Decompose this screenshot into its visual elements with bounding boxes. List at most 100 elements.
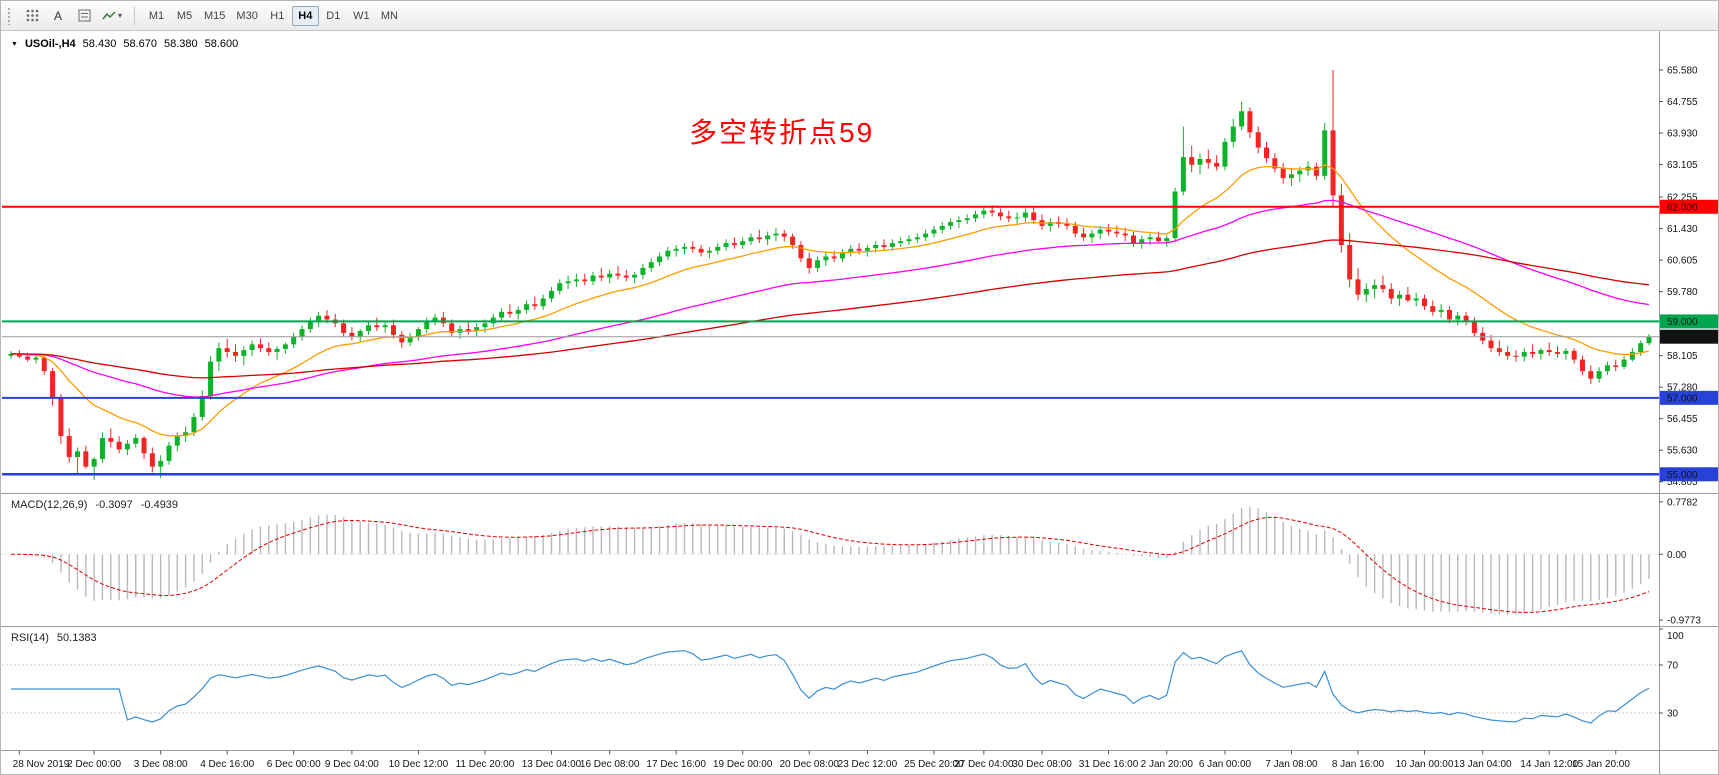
svg-text:54.805: 54.805 [1667,477,1698,488]
cursor-a-button[interactable]: A [46,5,70,27]
svg-text:70: 70 [1667,661,1679,672]
svg-text:10 Dec 12:00: 10 Dec 12:00 [389,759,449,770]
svg-text:57.280: 57.280 [1667,383,1698,394]
symbol-dropdown-icon[interactable]: ▼ [11,40,18,48]
svg-text:62.255: 62.255 [1667,193,1698,204]
price-scale[interactable]: 65.580 64.755 63.930 63.105 62.255 61.430 60.6… [1659,65,1701,720]
svg-text:62.000: 62.000 [1667,202,1698,213]
svg-text:55.000: 55.000 [1667,470,1698,481]
svg-text:58.600: 58.600 [1667,332,1698,343]
macd-label: MACD(12,26,9) -0.3097 -0.4939 [11,499,178,511]
symbol-ohlc-label: ▼ USOil-,H4 58.430 58.670 58.380 58.600 [11,38,238,50]
svg-text:58.105: 58.105 [1667,351,1698,362]
svg-text:60.605: 60.605 [1667,256,1698,267]
svg-text:13 Dec 04:00: 13 Dec 04:00 [522,759,582,770]
svg-text:4 Dec 16:00: 4 Dec 16:00 [200,759,254,770]
svg-text:27 Dec 04:00: 27 Dec 04:00 [954,759,1014,770]
letter-a-icon: A [53,8,62,23]
svg-text:56.455: 56.455 [1667,414,1698,425]
rsi-label: RSI(14) 50.1383 [11,632,97,644]
svg-text:30: 30 [1667,709,1679,720]
symbol-period: USOil-,H4 [24,38,76,50]
toolbar-grip[interactable] [7,6,12,25]
chart-template-button[interactable] [72,5,96,27]
timeframe-button-d1[interactable]: D1 [320,6,347,26]
timeframe-button-h4[interactable]: H4 [291,5,319,26]
moving-average-lines [10,164,1650,437]
svg-text:-0.9773: -0.9773 [1667,616,1701,627]
svg-text:10 Jan 00:00: 10 Jan 00:00 [1396,759,1454,770]
svg-text:25 Dec 20:00: 25 Dec 20:00 [904,759,964,770]
svg-text:2 Dec 00:00: 2 Dec 00:00 [67,759,121,770]
charts-grid-button[interactable] [20,5,44,27]
svg-text:59.000: 59.000 [1667,317,1698,328]
svg-text:57.000: 57.000 [1667,393,1698,404]
svg-text:64.755: 64.755 [1667,97,1698,108]
timeframe-button-m5[interactable]: M5 [171,6,198,26]
svg-text:9 Dec 04:00: 9 Dec 04:00 [325,759,379,770]
ohlc-open: 58.430 [82,38,117,50]
chart-canvas[interactable]: 65.580 64.755 63.930 63.105 62.255 61.430 60.6… [1,31,1719,775]
rsi-line [11,649,1650,724]
svg-text:6 Dec 00:00: 6 Dec 00:00 [267,759,321,770]
timeframe-button-mn[interactable]: MN [376,6,403,26]
rsi-value: 50.1383 [56,632,97,644]
indicators-dropdown-button[interactable]: ▾ [98,5,126,27]
rsi-indicator [2,649,1659,724]
svg-text:3 Dec 08:00: 3 Dec 08:00 [134,759,188,770]
svg-text:16 Dec 08:00: 16 Dec 08:00 [580,759,640,770]
candlesticks [8,69,1652,481]
svg-text:14 Jan 12:00: 14 Jan 12:00 [1520,759,1578,770]
svg-text:0.00: 0.00 [1667,550,1687,561]
svg-text:55.630: 55.630 [1667,446,1698,457]
macd-name: MACD(12,26,9) [11,499,88,511]
macd-signal-value: -0.4939 [140,499,179,511]
svg-text:59.780: 59.780 [1667,287,1698,298]
ohlc-close: 58.600 [204,38,239,50]
svg-text:65.580: 65.580 [1667,65,1698,76]
svg-text:17 Dec 16:00: 17 Dec 16:00 [646,759,706,770]
svg-text:31 Dec 16:00: 31 Dec 16:00 [1079,759,1139,770]
svg-text:0.7782: 0.7782 [1667,497,1698,508]
svg-text:13 Jan 04:00: 13 Jan 04:00 [1454,759,1512,770]
svg-text:63.930: 63.930 [1667,129,1698,140]
svg-text:15 Jan 20:00: 15 Jan 20:00 [1572,759,1630,770]
timeframe-button-w1[interactable]: W1 [348,6,375,26]
horizontal-level-lines[interactable] [2,205,1659,476]
svg-text:30 Dec 08:00: 30 Dec 08:00 [1012,759,1072,770]
svg-text:100: 100 [1667,631,1684,642]
rsi-name: RSI(14) [11,632,49,644]
svg-text:19 Dec 00:00: 19 Dec 00:00 [713,759,773,770]
svg-text:8 Jan 16:00: 8 Jan 16:00 [1332,759,1385,770]
macd-indicator [2,506,1659,616]
chart-annotation-text[interactable]: 多空转折点59 [689,117,875,148]
svg-text:7 Jan 08:00: 7 Jan 08:00 [1265,759,1318,770]
ma-line-mid [10,199,1650,398]
timeframe-toolbar: M1 M5 M15 M30 H1 H4 D1 W1 MN [143,5,403,26]
template-icon [78,9,90,22]
svg-text:28 Nov 2019: 28 Nov 2019 [13,759,70,770]
ma-line-fast [10,164,1650,437]
svg-text:11 Dec 20:00: 11 Dec 20:00 [456,759,515,770]
svg-text:63.105: 63.105 [1667,160,1698,171]
ohlc-low: 58.380 [163,38,198,50]
timeframe-button-h1[interactable]: H1 [264,6,291,26]
ma-line-slow [11,239,1650,379]
timeframe-button-m1[interactable]: M1 [143,6,170,26]
chart-background [1,31,1718,774]
chart-area[interactable]: 65.580 64.755 63.930 63.105 62.255 61.430 60.6… [1,31,1719,775]
svg-text:6 Jan 00:00: 6 Jan 00:00 [1199,759,1252,770]
timeframe-button-m15[interactable]: M15 [199,6,230,26]
toolbar-separator [134,6,136,25]
macd-value: -0.3097 [95,499,133,511]
svg-text:2 Jan 20:00: 2 Jan 20:00 [1141,759,1194,770]
timeframe-button-m30[interactable]: M30 [231,6,262,26]
macd-signal-line [11,516,1650,613]
svg-text:61.430: 61.430 [1667,224,1698,235]
panel-separators [1,31,1718,774]
svg-text:23 Dec 12:00: 23 Dec 12:00 [838,759,898,770]
grid-dots-icon [26,9,38,22]
svg-text:20 Dec 08:00: 20 Dec 08:00 [779,759,839,770]
